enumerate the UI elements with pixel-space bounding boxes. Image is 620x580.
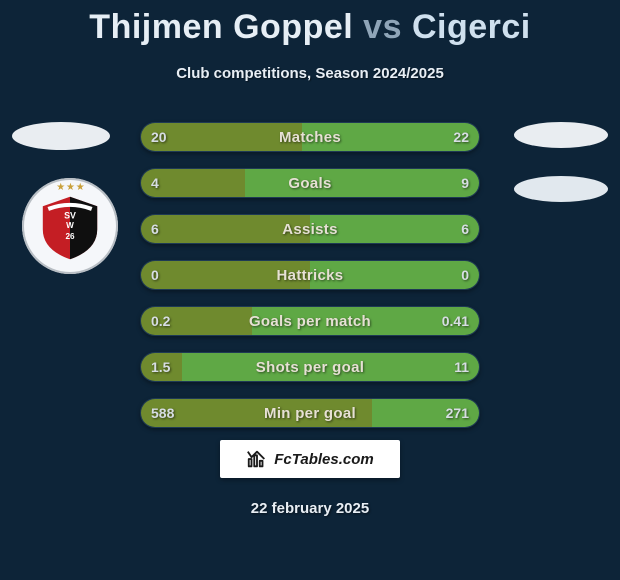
player1-club-logo: ★ ★ ★ SV W 26 xyxy=(22,178,118,274)
stat-row: Goals49 xyxy=(140,168,480,198)
fctables-text: FcTables.com xyxy=(274,451,373,468)
fctables-badge[interactable]: FcTables.com xyxy=(220,440,400,478)
bar-right-fill xyxy=(245,169,479,197)
stat-row: Matches2022 xyxy=(140,122,480,152)
bar-right-fill xyxy=(372,399,479,427)
bar-right-fill xyxy=(182,353,479,381)
bar-right-fill xyxy=(252,307,479,335)
player2-name: Cigerci xyxy=(412,8,531,46)
date-text: 22 february 2025 xyxy=(0,500,620,517)
shield-icon: SV W 26 xyxy=(36,194,104,262)
svg-text:SV: SV xyxy=(64,210,76,220)
bar-left-fill xyxy=(141,123,302,151)
bar-left-fill xyxy=(141,307,252,335)
bar-left-fill xyxy=(141,215,310,243)
logo-stars: ★ ★ ★ xyxy=(22,182,118,193)
bar-right-fill xyxy=(310,215,479,243)
svg-text:W: W xyxy=(66,221,74,230)
subtitle: Club competitions, Season 2024/2025 xyxy=(0,65,620,82)
bar-left-fill xyxy=(141,399,372,427)
bar-left-fill xyxy=(141,169,245,197)
stat-row: Shots per goal1.511 xyxy=(140,352,480,382)
player2-club-placeholder xyxy=(514,176,608,202)
player1-photo-placeholder xyxy=(12,122,110,150)
stat-row: Assists66 xyxy=(140,214,480,244)
logo-shield: SV W 26 xyxy=(36,194,104,262)
player2-photo-placeholder xyxy=(514,122,608,148)
stat-row: Goals per match0.20.41 xyxy=(140,306,480,336)
vs-text: vs xyxy=(363,8,402,46)
stat-row: Min per goal588271 xyxy=(140,398,480,428)
bar-right-fill xyxy=(310,261,479,289)
bar-left-fill xyxy=(141,353,182,381)
svg-text:26: 26 xyxy=(65,232,75,241)
bar-right-fill xyxy=(302,123,479,151)
stat-row: Hattricks00 xyxy=(140,260,480,290)
chart-icon xyxy=(246,448,268,470)
bar-left-fill xyxy=(141,261,310,289)
comparison-bars: Matches2022 Goals49 Assists66 Hattricks00 Go… xyxy=(140,122,480,444)
comparison-title: Thijmen Goppel vs Cigerci xyxy=(0,0,620,47)
player1-name: Thijmen Goppel xyxy=(89,8,353,46)
